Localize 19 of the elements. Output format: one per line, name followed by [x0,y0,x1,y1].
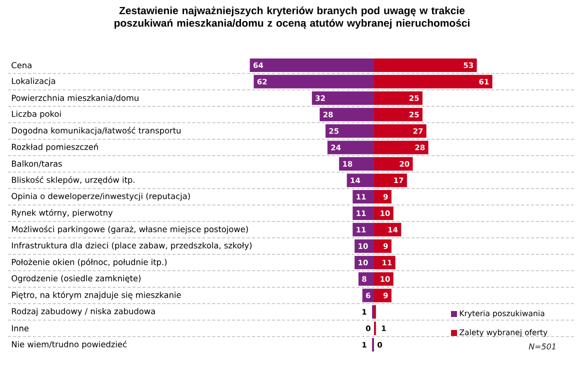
y-tick-label: Rozkład pomieszczeń [12,143,98,152]
y-tick-label: Inne [12,325,29,332]
y-tick-label: Ogrodzenie (osiedle zamknięte) [12,275,141,283]
y-tick-label: Bliskość sklepów, urzędów itp. [12,176,134,184]
y-tick-label: Położenie okien (północ, południe itp.) [12,258,167,267]
y-tick-label: Rynek wtórny, pierwotny [12,209,113,218]
y-tick-label: Powierzchnia mieszkania/domu [12,94,138,102]
y-tick-label: Balkon/taras [12,160,62,168]
y-tick-label: Rodzaj zabudowy / niska zabudowa [12,308,155,316]
y-tick-label: Cena [12,62,32,68]
y-tick-label: Lokalizacja [12,78,56,86]
y-tick-label: Liczba pokoi [12,110,61,119]
y-tick-label: Dogodna komunikacja/łatwość transportu [12,126,181,136]
chart-title: Zestawienie najważniejszych kryteriów branych pod uwagę w trakcie poszukiwań mieszkania/domu z oceną atutów wybranej nieruchomości [114,6,470,29]
y-tick-label: Piętro, na którym znajduje się mieszkanie [12,291,181,300]
y-tick-label: Infrastruktura dla dzieci (place zabaw, przedszkola, szkoły) [12,242,252,250]
y-tick-label: Nie wiem/trudno powiedzieć [12,340,126,349]
y-tick-label: Możliwości parkingowe (garaż, własne miejsce postojowe) [12,226,248,234]
y-tick-label: Opinia o deweloperze/inwestycji (reputacja) [12,192,190,201]
